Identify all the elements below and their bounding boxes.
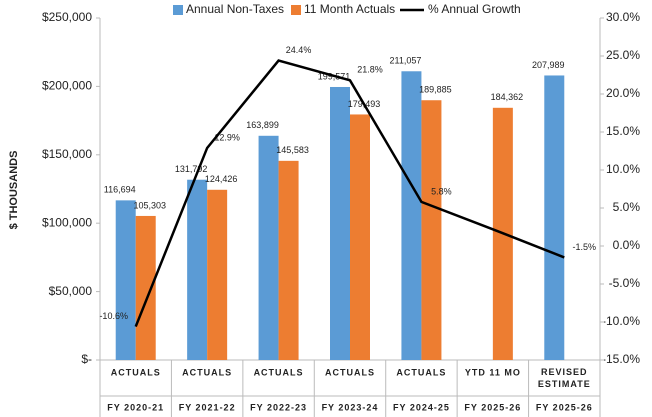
y-tick-label: $150,000 — [42, 147, 92, 161]
data-label: 184,362 — [491, 92, 524, 102]
x-tick-label-line: REVISED — [541, 367, 588, 377]
line-label: 12.9% — [214, 132, 240, 142]
x-group-label: FY 2020-21 — [107, 402, 164, 412]
legend-label: 11 Month Actuals — [304, 2, 395, 16]
data-label: 116,694 — [104, 185, 136, 195]
y2-tick-label: 15.0% — [606, 124, 640, 138]
x-tick-label: ACTUALS — [396, 367, 446, 377]
bar — [350, 114, 370, 360]
line-label: -1.5% — [573, 242, 597, 252]
bar — [544, 75, 565, 361]
x-tick-label: ACTUALS — [325, 367, 375, 377]
x-group-label: FY 2025-26 — [464, 402, 521, 412]
data-label: 207,989 — [532, 60, 565, 70]
line-label: -10.6% — [99, 311, 128, 321]
bar — [207, 189, 228, 360]
y2-tick-label: -5.0% — [609, 276, 641, 290]
data-label: 145,583 — [276, 145, 309, 155]
data-label: 189,885 — [419, 85, 452, 95]
x-tick-label: ACTUALS — [111, 367, 161, 377]
legend-label: Annual Non-Taxes — [186, 2, 284, 16]
y2-tick-label: 10.0% — [606, 162, 640, 176]
x-group-label: FY 2021-22 — [179, 402, 236, 412]
bar — [187, 179, 208, 360]
y2-tick-label: -15.0% — [602, 352, 640, 366]
legend-label: % Annual Growth — [428, 2, 521, 16]
y-tick-label: $100,000 — [42, 215, 92, 229]
y2-tick-label: 5.0% — [613, 200, 641, 214]
line — [134, 59, 565, 328]
x-tick-label: YTD 11 MO — [465, 367, 521, 377]
y-tick-label: $200,000 — [42, 79, 92, 93]
y2-tick-label: -10.0% — [602, 314, 640, 328]
y-tick-label: $50,000 — [49, 284, 93, 298]
y2-tick-label: 0.0% — [613, 238, 641, 252]
x-group-label: FY 2023-24 — [322, 402, 379, 412]
y2-tick-label: 20.0% — [606, 86, 640, 100]
data-label: 105,303 — [133, 200, 166, 210]
x-tick-label-line: ESTIMATE — [538, 379, 591, 389]
y2-tick-label: 25.0% — [606, 48, 640, 62]
x-group-label: FY 2024-25 — [393, 402, 450, 412]
x-tick-label: ACTUALS — [182, 367, 232, 377]
x-tick-label: REVISED ESTIMATE — [538, 367, 591, 389]
bar — [330, 86, 350, 360]
data-label: 163,899 — [246, 120, 279, 130]
legend-swatch — [291, 5, 301, 15]
bar — [401, 71, 422, 361]
y-tick-label: $250,000 — [42, 10, 92, 24]
bar — [258, 135, 279, 360]
line-label: 21.8% — [357, 65, 383, 75]
bar — [115, 200, 136, 360]
bar — [278, 160, 299, 360]
bar — [135, 215, 156, 360]
data-label: 131,792 — [175, 164, 208, 174]
data-label: 124,426 — [205, 174, 238, 184]
x-group-label: FY 2022-23 — [250, 402, 307, 412]
y-tick-label: $- — [81, 352, 92, 366]
x-group-label: FY 2025-26 — [536, 402, 593, 412]
line-label: 5.8% — [431, 186, 452, 196]
bar — [421, 100, 442, 361]
y-axis-title: $ THOUSANDS — [8, 151, 20, 230]
data-label: 211,057 — [389, 56, 421, 66]
x-tick-label: ACTUALS — [254, 367, 304, 377]
legend-swatch — [173, 5, 183, 15]
y2-tick-label: 30.0% — [606, 10, 640, 24]
line-label: 24.4% — [286, 45, 312, 55]
